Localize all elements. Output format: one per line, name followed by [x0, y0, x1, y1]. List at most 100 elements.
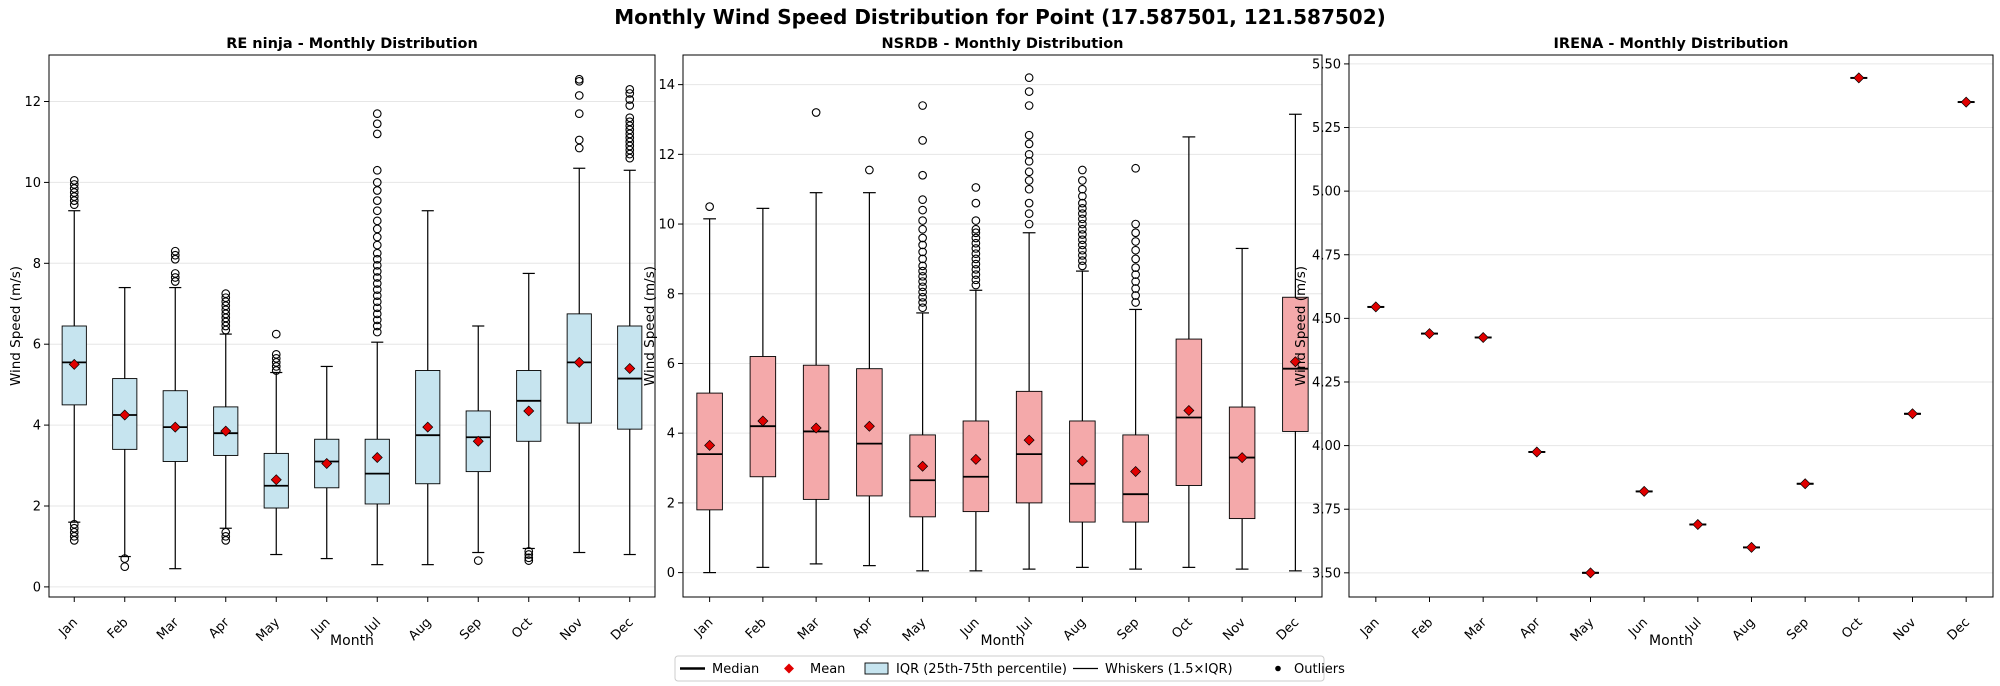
x-tick-label: May — [900, 615, 930, 645]
outlier-point — [372, 178, 382, 187]
outlier-point — [372, 273, 382, 282]
outlier-point — [1078, 261, 1087, 271]
outlier-point — [372, 232, 382, 242]
iqr-box — [1015, 390, 1043, 504]
mean-marker — [1585, 567, 1596, 579]
y-tick-label: 4.50 — [1312, 312, 1341, 327]
outlier-point — [1131, 237, 1140, 246]
outlier-point — [918, 224, 927, 234]
iqr-box — [909, 434, 936, 518]
y-axis-label: Wind Speed (m/s) — [8, 266, 24, 386]
box-jul — [364, 109, 390, 566]
axes-frame — [48, 54, 656, 598]
x-tick-label: Aug — [406, 615, 435, 644]
y-tick-label: 0 — [33, 580, 41, 595]
outlier-point — [971, 254, 981, 264]
outlier-point — [918, 261, 927, 271]
y-tick-label: 4 — [33, 419, 41, 434]
box-jul — [1015, 73, 1043, 570]
x-tick-label: Aug — [1061, 615, 1090, 644]
box-aug — [1742, 541, 1760, 553]
x-tick-label: Oct — [1839, 615, 1866, 642]
outlier-point — [1024, 130, 1034, 140]
outlier-point — [1078, 240, 1087, 250]
box-nov — [1903, 408, 1921, 420]
x-tick-label: Apr — [206, 615, 233, 642]
outlier-point — [625, 89, 635, 98]
mean-marker — [1638, 485, 1650, 497]
x-tick-label: Sep — [1115, 615, 1143, 643]
mean-marker — [1477, 331, 1489, 343]
box-oct — [516, 272, 542, 565]
iqr-box — [364, 438, 390, 505]
outlier-point — [69, 180, 79, 189]
iqr-box — [696, 392, 723, 511]
y-axis-label: Wind Speed (m/s) — [1293, 266, 1309, 386]
outlier-point — [918, 205, 927, 215]
outlier-point — [372, 206, 382, 216]
outlier-point — [918, 282, 927, 292]
outlier-point — [971, 198, 981, 208]
outlier-point — [1078, 214, 1087, 224]
outlier-point — [574, 135, 584, 145]
outlier-point — [221, 527, 231, 537]
outlier-point — [1024, 149, 1034, 159]
outlier-point — [1024, 101, 1034, 110]
outlier-point — [372, 196, 382, 205]
x-axis-label: Month — [1649, 633, 1693, 649]
outlier-point — [372, 260, 382, 270]
outlier-point — [1024, 184, 1034, 194]
x-tick-label: Apr — [1517, 615, 1544, 642]
outlier-point — [69, 519, 79, 529]
outlier-point — [918, 292, 927, 302]
box-jun — [962, 183, 990, 572]
outlier-point — [1078, 176, 1087, 185]
outlier-point — [1078, 204, 1087, 213]
legend-iqr-swatch — [864, 662, 889, 675]
outlier-point — [971, 244, 981, 253]
mean-marker — [1130, 466, 1142, 478]
mean-marker — [704, 439, 716, 451]
outlier-point — [271, 354, 281, 363]
outlier-point — [372, 186, 382, 195]
box-dec — [1282, 113, 1309, 572]
mean-marker — [68, 358, 80, 370]
y-tick-label: 0 — [667, 566, 675, 581]
box-mar — [162, 246, 188, 570]
outlier-point — [1078, 256, 1087, 265]
outlier-point — [918, 195, 927, 204]
outlier-point — [120, 562, 130, 572]
outlier-point — [372, 303, 382, 313]
mean-marker — [624, 362, 636, 374]
box-apr — [213, 289, 239, 545]
outlier-point — [524, 553, 534, 563]
outlier-point — [971, 275, 981, 285]
outlier-point — [918, 170, 927, 180]
legend-outlier-swatch — [1275, 665, 1281, 672]
outlier-point — [372, 309, 382, 319]
outlier-point — [918, 303, 927, 313]
x-tick-label: Feb — [743, 615, 770, 642]
outlier-point — [473, 556, 483, 565]
box-feb — [112, 286, 138, 572]
box-dec — [617, 85, 643, 556]
y-tick-label: 3.50 — [1312, 566, 1341, 581]
outlier-point — [170, 246, 180, 256]
iqr-box — [566, 313, 592, 424]
outlier-point — [372, 285, 382, 294]
box-dec — [1957, 96, 1975, 108]
x-tick-label: Dec — [1945, 615, 1973, 643]
outlier-point — [271, 349, 281, 359]
outlier-point — [705, 202, 714, 211]
legend-outlier-label: Outliers — [1294, 662, 1345, 677]
outlier-point — [1131, 254, 1140, 264]
outlier-point — [372, 165, 382, 175]
outlier-point — [372, 327, 382, 337]
outlier-point — [625, 95, 635, 104]
box-sep — [465, 325, 491, 565]
mean-marker — [371, 451, 383, 463]
mean-marker — [169, 421, 181, 433]
outlier-point — [625, 101, 635, 110]
